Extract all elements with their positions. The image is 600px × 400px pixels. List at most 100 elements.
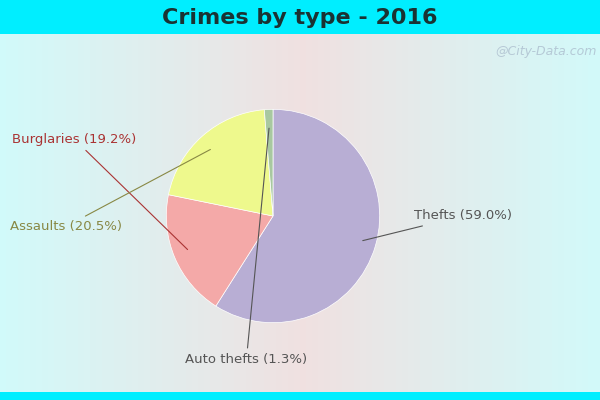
Wedge shape [264, 109, 273, 216]
Bar [90, 34, 96, 392]
Bar [102, 34, 108, 392]
Bar [336, 34, 342, 392]
Bar [414, 34, 420, 392]
Bar [498, 34, 504, 392]
Bar [270, 34, 276, 392]
Bar [108, 34, 114, 392]
Bar [96, 34, 102, 392]
Bar [198, 34, 204, 392]
Bar [264, 34, 270, 392]
Bar [564, 34, 570, 392]
Bar [516, 34, 522, 392]
Bar [78, 34, 84, 392]
Bar [438, 34, 444, 392]
Bar [372, 34, 378, 392]
Bar [210, 34, 216, 392]
Bar [408, 34, 414, 392]
Bar [420, 34, 426, 392]
Bar [126, 34, 132, 392]
Bar [222, 34, 228, 392]
Bar [546, 34, 552, 392]
Bar [540, 34, 546, 392]
Bar [0, 34, 600, 392]
Bar [84, 34, 90, 392]
Bar [174, 34, 180, 392]
Bar [162, 34, 168, 392]
Wedge shape [166, 195, 273, 306]
Bar [318, 34, 324, 392]
Bar [12, 34, 18, 392]
Bar [390, 34, 396, 392]
Bar [186, 34, 192, 392]
Bar [588, 34, 594, 392]
Bar [156, 34, 162, 392]
Bar [528, 34, 534, 392]
Bar [312, 34, 318, 392]
Bar [450, 34, 456, 392]
Bar [402, 34, 408, 392]
Bar [492, 34, 498, 392]
Bar [120, 34, 126, 392]
Bar [462, 34, 468, 392]
Bar [288, 34, 294, 392]
Bar [474, 34, 480, 392]
Bar [48, 34, 54, 392]
Bar [348, 34, 354, 392]
Bar [432, 34, 438, 392]
Bar [306, 34, 312, 392]
Bar [444, 34, 450, 392]
Bar [192, 34, 198, 392]
Bar [0, 34, 6, 392]
Bar [216, 34, 222, 392]
Bar [60, 34, 66, 392]
Bar [396, 34, 402, 392]
Bar [366, 34, 372, 392]
Bar [168, 34, 174, 392]
Bar [294, 34, 300, 392]
Bar [6, 34, 12, 392]
Bar [66, 34, 72, 392]
Bar [378, 34, 384, 392]
Bar [150, 34, 156, 392]
Bar [510, 34, 516, 392]
Wedge shape [169, 110, 273, 216]
Bar [24, 34, 30, 392]
Bar [426, 34, 432, 392]
Bar [132, 34, 138, 392]
Bar [282, 34, 288, 392]
Bar [558, 34, 564, 392]
Bar [324, 34, 330, 392]
Bar [360, 34, 366, 392]
Bar [36, 34, 42, 392]
Bar [54, 34, 60, 392]
Bar [342, 34, 348, 392]
Bar [276, 34, 282, 392]
Bar [228, 34, 234, 392]
Bar [354, 34, 360, 392]
Bar [258, 34, 264, 392]
Bar [300, 34, 306, 392]
Wedge shape [216, 109, 380, 323]
Text: Auto thefts (1.3%): Auto thefts (1.3%) [185, 128, 307, 366]
Bar [30, 34, 36, 392]
Text: Crimes by type - 2016: Crimes by type - 2016 [162, 8, 438, 28]
Bar [534, 34, 540, 392]
Bar [582, 34, 588, 392]
Bar [468, 34, 474, 392]
Bar [522, 34, 528, 392]
Text: Burglaries (19.2%): Burglaries (19.2%) [12, 133, 188, 250]
Text: Assaults (20.5%): Assaults (20.5%) [10, 150, 211, 233]
Bar [114, 34, 120, 392]
Bar [594, 34, 600, 392]
Bar [138, 34, 144, 392]
Bar [576, 34, 582, 392]
Text: Thefts (59.0%): Thefts (59.0%) [363, 210, 512, 241]
Bar [234, 34, 240, 392]
Bar [384, 34, 390, 392]
Bar [252, 34, 258, 392]
Bar [330, 34, 336, 392]
Bar [504, 34, 510, 392]
Bar [246, 34, 252, 392]
Bar [552, 34, 558, 392]
Text: @City-Data.com: @City-Data.com [496, 46, 596, 58]
